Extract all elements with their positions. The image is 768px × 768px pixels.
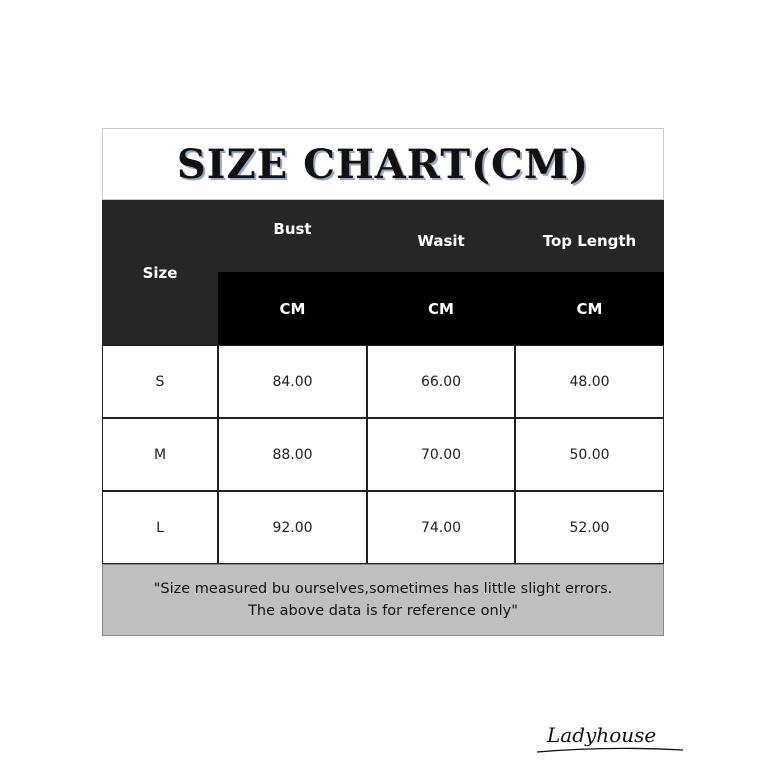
table-row: M 88.00 70.00 50.00 bbox=[102, 418, 664, 491]
title-cell: SIZE CHART(CM) bbox=[102, 128, 664, 200]
length-cell: 48.00 bbox=[515, 345, 664, 418]
size-cell: L bbox=[102, 491, 218, 564]
length-cell: 52.00 bbox=[515, 491, 664, 564]
bust-cell: 92.00 bbox=[218, 491, 367, 564]
note-line-1: "Size measured bu ourselves,sometimes ha… bbox=[153, 581, 613, 597]
size-cell: M bbox=[102, 418, 218, 491]
unit-top-length: CM bbox=[515, 272, 664, 345]
header-size: Size bbox=[102, 200, 218, 345]
waist-cell: 66.00 bbox=[367, 345, 515, 418]
page-title: SIZE CHART(CM) bbox=[176, 140, 590, 188]
size-cell: S bbox=[102, 345, 218, 418]
unit-waist: CM bbox=[367, 272, 515, 345]
ladyhouse-logo: Ladyhouse bbox=[536, 723, 684, 753]
length-cell: 50.00 bbox=[515, 418, 664, 491]
table-row: L 92.00 74.00 52.00 bbox=[102, 491, 664, 564]
note-line-2: The above data is for reference only" bbox=[248, 603, 518, 619]
table-row: S 84.00 66.00 48.00 bbox=[102, 345, 664, 418]
header-waist: Wasit bbox=[367, 200, 515, 272]
bust-cell: 88.00 bbox=[218, 418, 367, 491]
waist-cell: 74.00 bbox=[367, 491, 515, 564]
header-bust: Bust bbox=[218, 200, 367, 272]
waist-cell: 70.00 bbox=[367, 418, 515, 491]
svg-text:Ladyhouse: Ladyhouse bbox=[546, 723, 656, 747]
bust-cell: 84.00 bbox=[218, 345, 367, 418]
disclaimer-note: "Size measured bu ourselves,sometimes ha… bbox=[102, 564, 664, 636]
header-top-length: Top Length bbox=[515, 200, 664, 272]
unit-bust: CM bbox=[218, 272, 367, 345]
